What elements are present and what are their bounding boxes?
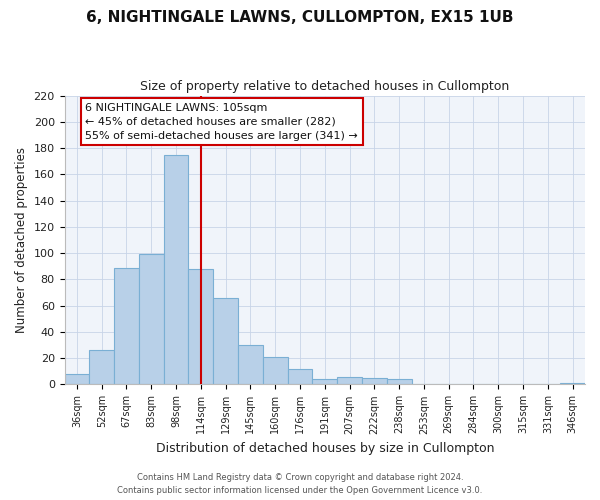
Bar — [213, 298, 238, 384]
X-axis label: Distribution of detached houses by size in Cullompton: Distribution of detached houses by size … — [155, 442, 494, 455]
Text: 6, NIGHTINGALE LAWNS, CULLOMPTON, EX15 1UB: 6, NIGHTINGALE LAWNS, CULLOMPTON, EX15 1… — [86, 10, 514, 25]
Y-axis label: Number of detached properties: Number of detached properties — [15, 147, 28, 333]
Bar — [89, 350, 114, 384]
Bar — [313, 379, 337, 384]
Bar — [65, 374, 89, 384]
Bar — [188, 269, 213, 384]
Bar — [164, 154, 188, 384]
Title: Size of property relative to detached houses in Cullompton: Size of property relative to detached ho… — [140, 80, 509, 93]
Bar — [337, 376, 362, 384]
Bar — [263, 357, 287, 384]
Bar — [238, 345, 263, 385]
Text: 6 NIGHTINGALE LAWNS: 105sqm
← 45% of detached houses are smaller (282)
55% of se: 6 NIGHTINGALE LAWNS: 105sqm ← 45% of det… — [85, 103, 358, 141]
Bar — [139, 254, 164, 384]
Bar — [387, 379, 412, 384]
Bar — [560, 383, 585, 384]
Bar — [362, 378, 387, 384]
Bar — [114, 268, 139, 384]
Text: Contains HM Land Registry data © Crown copyright and database right 2024.
Contai: Contains HM Land Registry data © Crown c… — [118, 474, 482, 495]
Bar — [287, 368, 313, 384]
